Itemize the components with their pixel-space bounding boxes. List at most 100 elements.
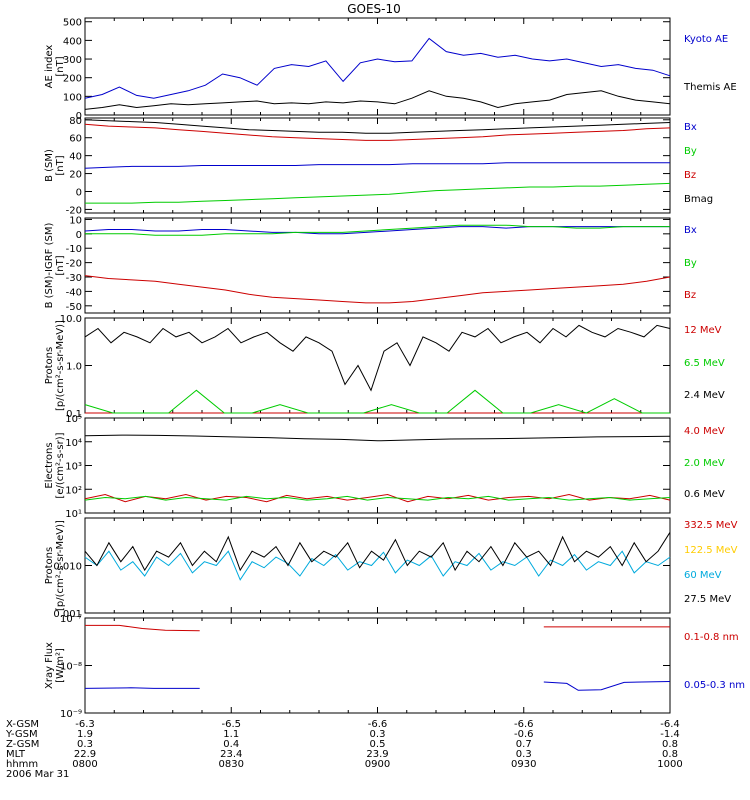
y-axis-label: Electrons — [44, 442, 55, 488]
panel-frame — [84, 317, 671, 414]
series-line-0-1-0-8-nm — [85, 624, 200, 632]
ephemeris-value: -1.4 — [660, 729, 680, 740]
y-axis-label: [nT] — [55, 56, 66, 76]
panel-5: 10¹ 10² 10³ 10⁴ 10⁵ Electrons [e/(cm²-s-sr)] 4.… — [44, 414, 725, 520]
ephemeris-value: 0830 — [219, 759, 244, 770]
ephemeris-row-label: Y-GSM — [5, 729, 38, 740]
y-axis-label: [W/m²] — [55, 648, 66, 683]
series-line-2-4-mev — [84, 324, 671, 392]
panel-2: -20 0 20 40 60 80 B (SM) [nT] Bx By Bz Bmag — [44, 116, 713, 217]
panel-7: 10⁻⁹ 10⁻⁸ 10⁻⁷ Xray Flux [W/m²] 0.1-0.8 nm 0.0… — [44, 614, 745, 720]
series-line-27-5-mev — [84, 532, 671, 572]
y-tick-label: 400 — [63, 36, 82, 47]
ephemeris-value: 1000 — [657, 759, 682, 770]
legend-entry: 0.05-0.3 nm — [684, 680, 745, 691]
legend-entry: Themis AE — [683, 82, 737, 93]
y-axis-label: [nT] — [55, 155, 66, 175]
y-tick-label: 10 — [69, 215, 82, 226]
legend-entry: 122.5 MeV — [684, 545, 738, 556]
legend-entry: 0.1-0.8 nm — [684, 632, 739, 643]
panel-1: 0 100 200 300 400 500 AE index [nT] Kyoto AE Them… — [44, 17, 737, 122]
y-tick-label: -30 — [66, 273, 82, 284]
y-tick-label: 0 — [76, 230, 82, 241]
ephemeris-row-label: 2006 Mar 31 — [6, 769, 69, 780]
y-tick-label: 1.0 — [66, 362, 82, 373]
legend-entry: Bz — [684, 170, 696, 181]
y-axis-label: Xray Flux — [44, 642, 55, 689]
ephemeris-value: 0800 — [72, 759, 97, 770]
ephemeris-value: 0.4 — [223, 739, 239, 750]
ephemeris-value: 0.3 — [370, 729, 386, 740]
legend-entry: 2.4 MeV — [684, 390, 725, 401]
series-line-bz — [84, 275, 671, 304]
panel-3: -50 -40 -30 -20 -10 0 10 B (SM)-IGRF (SM) [nT] Bx… — [44, 215, 697, 314]
y-tick-label: 200 — [63, 74, 82, 85]
legend-entry: Bmag — [684, 194, 713, 205]
y-tick-label: 10³ — [65, 462, 82, 473]
legend-entry: Bz — [684, 290, 696, 301]
y-tick-label: 100 — [63, 92, 82, 103]
ephemeris-value: 1.9 — [77, 729, 93, 740]
y-tick-label: 10.0 — [60, 314, 82, 325]
series-line-bmag — [84, 119, 671, 134]
y-axis-label: [e/(cm²-s-sr)] — [55, 432, 66, 498]
y-tick-label: 10⁻⁷ — [60, 614, 82, 625]
series-line-bx — [84, 162, 670, 169]
legend-entry: By — [684, 258, 697, 269]
y-tick-label: 0 — [76, 187, 82, 198]
ephemeris-row-label: hhmm — [6, 759, 38, 770]
y-tick-label: 0.001 — [53, 609, 82, 620]
y-axis-label: [p/(cm²-s-sr-MeV)] — [55, 320, 66, 411]
ephemeris-value: 0.8 — [662, 739, 678, 750]
y-axis-label: B (SM) — [44, 149, 55, 182]
ephemeris-value: 0.8 — [662, 749, 678, 760]
y-tick-label: 0.010 — [53, 562, 82, 573]
ephemeris-value: 1.1 — [223, 729, 239, 740]
legend-entry: Bx — [684, 122, 697, 133]
y-axis-label: [p/(cm²-s-sr-MeV)] — [55, 520, 66, 611]
panel-frame — [84, 617, 671, 714]
legend-entry: By — [684, 146, 697, 157]
ephemeris-value: 0930 — [511, 759, 536, 770]
ephemeris-value: 0.5 — [370, 739, 386, 750]
y-tick-label: 10⁵ — [65, 414, 82, 425]
legend-entry: 4.0 MeV — [684, 426, 725, 437]
y-tick-label: 10⁻⁸ — [60, 662, 82, 673]
ephemeris-value: -6.6 — [514, 719, 534, 730]
series-line-0-05-0-3-nm — [84, 687, 200, 689]
series-line-themis-ae — [84, 90, 671, 110]
y-tick-label: 20 — [69, 170, 82, 181]
y-tick-label: -20 — [66, 205, 82, 216]
y-tick-label: 500 — [63, 18, 82, 29]
plot-title: GOES-10 — [347, 2, 401, 16]
y-tick-label: -20 — [66, 259, 82, 270]
ephemeris-row-label: Z-GSM — [6, 739, 39, 750]
legend-entry: Kyoto AE — [684, 34, 728, 45]
series-line-by — [85, 182, 671, 204]
panel-4: 0.1 1.0 10.0 Protons [p/(cm²-s-sr-MeV)] 12 Me… — [44, 314, 725, 420]
y-tick-label: 0.1 — [66, 409, 82, 420]
y-tick-label: -40 — [66, 287, 82, 298]
ephemeris-value: -6.5 — [221, 719, 241, 730]
y-tick-label: 10² — [65, 485, 82, 496]
panel-frame — [84, 217, 671, 314]
ephemeris-value: -0.6 — [514, 729, 534, 740]
ephemeris-row-label: X-GSM — [6, 719, 39, 730]
legend-entry: 0.6 MeV — [684, 489, 725, 500]
legend-entry: Bx — [684, 225, 697, 236]
ephemeris-value: -6.3 — [75, 719, 95, 730]
series-line-0-6-mev — [84, 434, 671, 442]
y-tick-label: -10 — [66, 244, 82, 255]
ephemeris-row-label: MLT — [6, 749, 26, 760]
y-tick-label: 0 — [76, 111, 82, 122]
series-line-by — [85, 224, 670, 236]
y-tick-label: 80 — [69, 116, 82, 127]
series-line-0-05-0-3-nm — [543, 681, 671, 691]
ephemeris-value: -6.6 — [368, 719, 388, 730]
y-axis-label: AE index — [44, 45, 55, 89]
y-tick-label: 10⁻⁹ — [60, 709, 82, 720]
y-axis-label: B (SM)-IGRF (SM) — [44, 223, 55, 309]
